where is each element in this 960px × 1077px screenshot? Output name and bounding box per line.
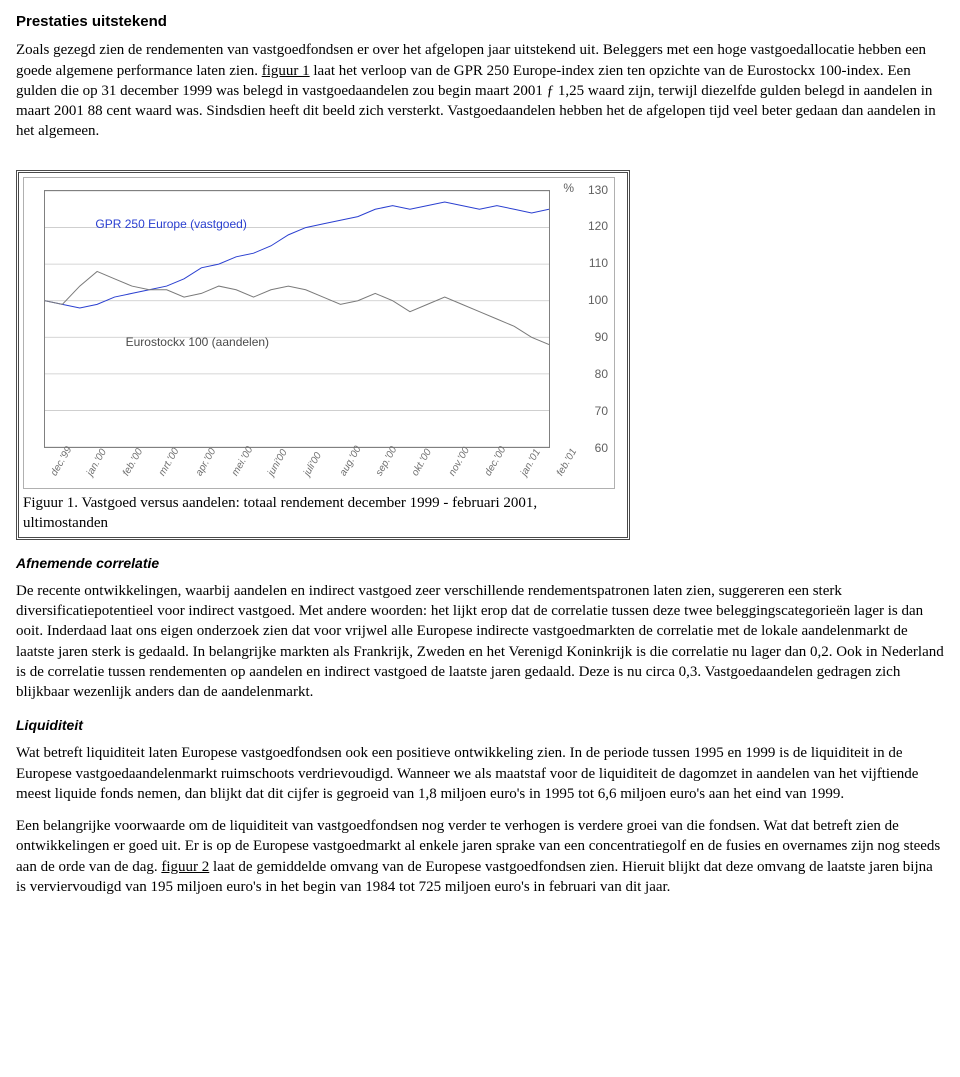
- section1-paragraph: Zoals gezegd zien de rendementen van vas…: [16, 40, 944, 141]
- x-tick-label: juni'00: [265, 447, 291, 479]
- x-tick-label: jan.'00: [84, 447, 110, 479]
- x-tick-label: apr.'00: [193, 446, 220, 479]
- x-tick-label: mrt.'00: [156, 446, 183, 479]
- section3-paragraph-2: Een belangrijke voorwaarde om de liquidi…: [16, 816, 944, 897]
- figure-2-link[interactable]: figuur 2: [161, 859, 209, 875]
- percent-symbol: %: [563, 180, 574, 196]
- y-tick-label: 60: [595, 439, 608, 455]
- x-tick-label: juli'00: [301, 450, 325, 479]
- x-tick-label: dec.'99: [48, 444, 76, 478]
- x-tick-label: okt.'00: [409, 447, 435, 479]
- series-line: [45, 271, 549, 344]
- x-tick-label: feb.'00: [120, 446, 147, 478]
- section-heading-correlatie: Afnemende correlatie: [16, 554, 944, 573]
- figure-1-container: % GPR 250 Europe (vastgoed) Eurostockx 10…: [16, 170, 630, 541]
- x-tick-label: aug.'00: [337, 444, 365, 479]
- x-tick-label: dec.'00: [482, 444, 510, 478]
- section3-paragraph-1: Wat betreft liquiditeit laten Europese v…: [16, 743, 944, 804]
- x-tick-label: mei.'00: [229, 444, 257, 478]
- figure-1-link[interactable]: figuur 1: [262, 63, 310, 79]
- x-tick-label: sep.'00: [373, 444, 401, 478]
- figure-1-chart: % GPR 250 Europe (vastgoed) Eurostockx 10…: [23, 177, 615, 489]
- figure-1-caption: Figuur 1. Vastgoed versus aandelen: tota…: [23, 493, 623, 534]
- y-tick-label: 70: [595, 403, 608, 419]
- y-tick-label: 130: [588, 181, 608, 197]
- x-tick-label: jan.'01: [518, 447, 544, 479]
- y-tick-label: 100: [588, 292, 608, 308]
- section-heading-liquiditeit: Liquiditeit: [16, 716, 944, 735]
- series-label: GPR 250 Europe (vastgoed): [95, 216, 246, 232]
- x-tick-label: feb.'01: [554, 446, 581, 478]
- section2-paragraph: De recente ontwikkelingen, waarbij aande…: [16, 581, 944, 703]
- x-tick-label: nov.'00: [446, 445, 473, 479]
- y-tick-label: 80: [595, 366, 608, 382]
- y-tick-label: 120: [588, 218, 608, 234]
- plot-area: GPR 250 Europe (vastgoed) Eurostockx 100 …: [44, 190, 550, 448]
- series-label: Eurostockx 100 (aandelen): [126, 334, 269, 350]
- y-tick-label: 110: [589, 255, 608, 271]
- section-heading-prestaties: Prestaties uitstekend: [16, 12, 944, 32]
- y-tick-label: 90: [595, 329, 608, 345]
